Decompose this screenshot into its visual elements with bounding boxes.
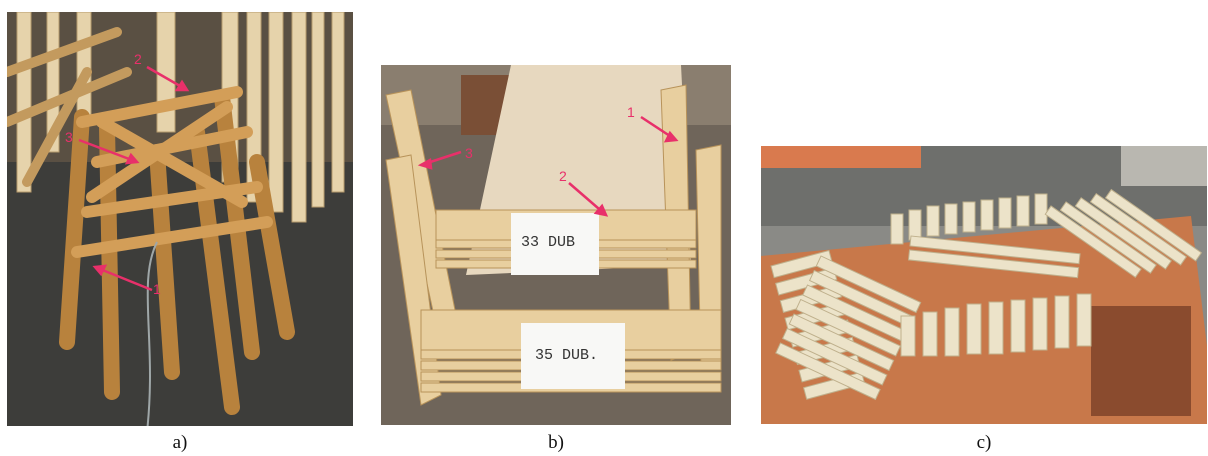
marker-label: 2: [559, 168, 567, 184]
photo-panel-b: 33 DUB 35 DUB. 1 2 3: [381, 65, 731, 425]
paper-label-text: 35 DUB.: [535, 347, 598, 364]
stool-frames-photo: 2 3 1: [7, 12, 353, 426]
marker-label: 1: [627, 104, 635, 120]
panel-caption-b: b): [548, 432, 564, 453]
paper-label: [511, 213, 599, 275]
marker-label: 3: [465, 145, 473, 161]
labeled-frames-photo: 33 DUB 35 DUB. 1 2 3: [381, 65, 731, 425]
photo-panel-c: [761, 146, 1207, 424]
panel-caption-a: a): [172, 432, 188, 453]
panel-caption-c: c): [976, 432, 992, 453]
paper-label: [521, 323, 625, 389]
desk-with-pieces-photo: [761, 146, 1207, 424]
marker-label: 2: [134, 51, 142, 67]
marker-label: 3: [65, 129, 73, 145]
marker-label: 1: [153, 281, 161, 297]
photo-panel-a: 2 3 1: [7, 12, 353, 426]
paper-label-text: 33 DUB: [521, 234, 575, 251]
